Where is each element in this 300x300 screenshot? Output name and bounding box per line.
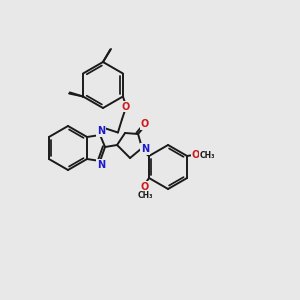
Text: N: N <box>97 126 105 136</box>
Text: O: O <box>122 101 130 112</box>
Text: CH₃: CH₃ <box>200 151 215 160</box>
Text: CH₃: CH₃ <box>137 191 153 200</box>
Text: O: O <box>192 150 200 160</box>
Text: O: O <box>141 182 149 192</box>
Text: N: N <box>141 144 149 154</box>
Text: N: N <box>97 160 105 170</box>
Text: O: O <box>141 119 149 129</box>
